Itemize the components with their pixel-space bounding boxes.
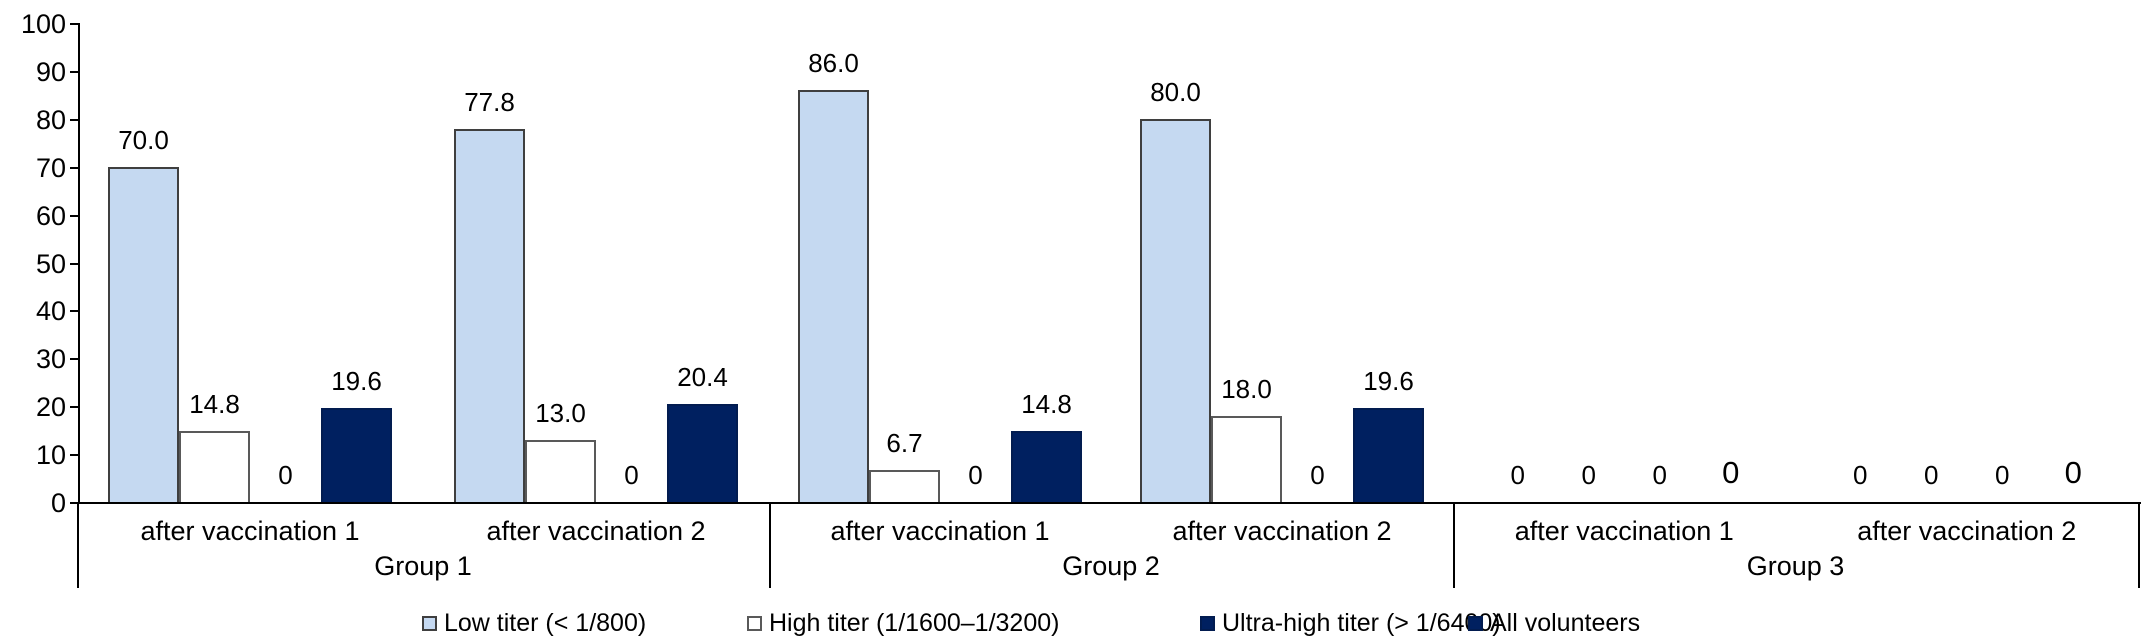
legend-label: Low titer (< 1/800) bbox=[444, 608, 647, 637]
legend-swatch-icon bbox=[422, 615, 437, 631]
bar-value-label: 77.8 bbox=[464, 87, 515, 118]
y-axis-tick bbox=[70, 263, 78, 265]
y-axis-tick bbox=[70, 23, 78, 25]
y-axis-tick bbox=[70, 71, 78, 73]
bar-value-label: 18.0 bbox=[1221, 373, 1272, 404]
legend-swatch-icon bbox=[1200, 615, 1215, 631]
bar-value-label: 0 bbox=[1510, 460, 1525, 490]
y-axis-tick bbox=[70, 502, 78, 504]
bar-value-label: 14.8 bbox=[1021, 389, 1072, 420]
x-axis-subcategory-label: after vaccination 2 bbox=[1857, 516, 2077, 546]
bar-value-label: 0 bbox=[1995, 460, 2010, 490]
bar-value-label: 0 bbox=[968, 460, 983, 490]
bar-low-titer bbox=[798, 90, 869, 502]
y-tick-label: 30 bbox=[35, 344, 66, 374]
y-tick-label: 50 bbox=[35, 249, 66, 279]
y-axis-tick bbox=[70, 406, 78, 408]
bar-value-label: 6.7 bbox=[886, 427, 923, 458]
legend-item: All volunteers bbox=[1468, 608, 1640, 638]
bar-high-titer bbox=[869, 469, 940, 502]
group-separator bbox=[2138, 502, 2140, 588]
y-axis-tick bbox=[70, 454, 78, 456]
bar-value-label: 19.6 bbox=[1363, 366, 1414, 397]
x-axis-group-label: Group 1 bbox=[374, 551, 472, 581]
y-tick-label: 100 bbox=[20, 9, 66, 39]
x-axis-subcategory-label: after vaccination 2 bbox=[486, 516, 706, 546]
bar-value-label: 0 bbox=[1924, 460, 1939, 490]
y-tick-label: 60 bbox=[35, 201, 66, 231]
y-tick-label: 0 bbox=[50, 488, 66, 518]
x-axis-subcategory-label: after vaccination 2 bbox=[1172, 516, 1392, 546]
y-axis-tick bbox=[70, 167, 78, 169]
bar-all-volunteers bbox=[1011, 431, 1082, 502]
bar-value-label: 13.0 bbox=[535, 397, 586, 428]
bar-value-label: 0 bbox=[1581, 460, 1596, 490]
group-separator bbox=[1453, 502, 1455, 588]
legend-item: Low titer (< 1/800) bbox=[422, 608, 646, 638]
y-tick-label: 70 bbox=[35, 153, 66, 183]
bar-all-volunteers bbox=[321, 408, 392, 502]
y-axis-tick bbox=[70, 119, 78, 121]
bar-high-titer bbox=[1211, 415, 1282, 502]
y-tick-label: 20 bbox=[35, 392, 66, 422]
bar-low-titer bbox=[454, 129, 525, 502]
bar-low-titer bbox=[108, 166, 179, 502]
legend-label: High titer (1/1600–1/3200) bbox=[769, 608, 1060, 637]
legend-swatch-icon bbox=[747, 615, 762, 631]
y-axis bbox=[78, 23, 80, 504]
x-axis bbox=[70, 502, 2141, 504]
bar-value-label: 86.0 bbox=[808, 48, 859, 79]
bar-high-titer bbox=[179, 431, 250, 502]
y-tick-label: 80 bbox=[35, 105, 66, 135]
bar-value-label: 0 bbox=[624, 460, 639, 490]
bar-all-volunteers bbox=[667, 404, 738, 502]
x-axis-subcategory-label: after vaccination 1 bbox=[140, 516, 360, 546]
y-tick-label: 10 bbox=[35, 440, 66, 470]
x-axis-group-label: Group 2 bbox=[1062, 551, 1160, 581]
y-axis-tick bbox=[70, 215, 78, 217]
y-tick-label: 90 bbox=[35, 57, 66, 87]
legend-label: All volunteers bbox=[1490, 608, 1641, 637]
legend-item: High titer (1/1600–1/3200) bbox=[747, 608, 1059, 638]
bar-all-volunteers bbox=[1353, 408, 1424, 502]
bar-value-label: 70.0 bbox=[118, 124, 169, 155]
bar-value-label: 0 bbox=[1722, 455, 1740, 490]
bar-low-titer bbox=[1140, 118, 1211, 502]
bar-value-label: 0 bbox=[2064, 455, 2082, 490]
legend-label: Ultra-high titer (> 1/6400) bbox=[1222, 608, 1501, 637]
bar-value-label: 19.6 bbox=[331, 366, 382, 397]
legend-item: Ultra-high titer (> 1/6400) bbox=[1200, 608, 1501, 638]
bar-value-label: 0 bbox=[278, 460, 293, 490]
bar-value-label: 20.4 bbox=[677, 362, 728, 393]
x-axis-subcategory-label: after vaccination 1 bbox=[1514, 516, 1734, 546]
bar-value-label: 0 bbox=[1652, 460, 1667, 490]
bar-value-label: 80.0 bbox=[1150, 76, 1201, 107]
bar-value-label: 0 bbox=[1853, 460, 1868, 490]
legend-swatch-icon bbox=[1468, 615, 1483, 631]
group-separator bbox=[769, 502, 771, 588]
y-axis-tick bbox=[70, 358, 78, 360]
y-axis-tick bbox=[70, 310, 78, 312]
x-axis-subcategory-label: after vaccination 1 bbox=[830, 516, 1050, 546]
bar-value-label: 0 bbox=[1310, 460, 1325, 490]
bar-value-label: 14.8 bbox=[189, 389, 240, 420]
y-tick-label: 40 bbox=[35, 296, 66, 326]
group-separator bbox=[77, 502, 79, 588]
bar-high-titer bbox=[525, 439, 596, 502]
x-axis-group-label: Group 3 bbox=[1746, 551, 1845, 581]
